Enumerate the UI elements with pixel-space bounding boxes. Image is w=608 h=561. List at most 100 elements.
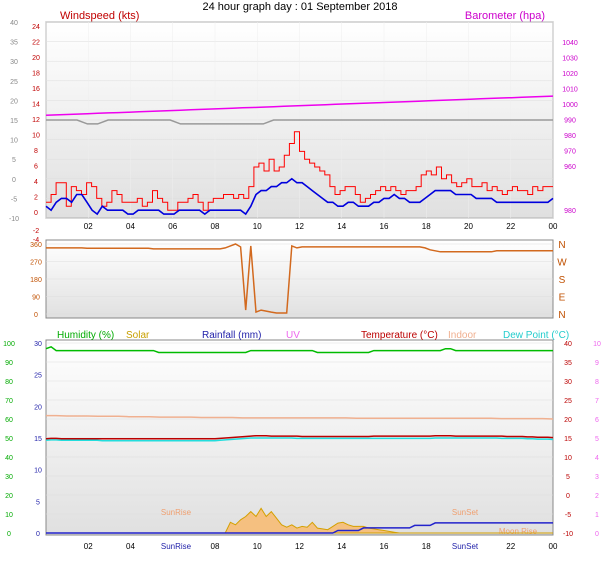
humidity-x-tick: 22	[506, 542, 515, 551]
direction-compass-tick: W	[557, 258, 567, 269]
direction-compass-tick: N	[558, 240, 565, 251]
uv-tick: 1	[595, 512, 599, 519]
direction-compass-tick: N	[558, 310, 565, 321]
rainfall-series	[46, 522, 553, 534]
wind-x-tick: 20	[464, 222, 473, 231]
sun-moon-annotation: SunSet	[452, 542, 479, 551]
temperature-tick: 15	[564, 436, 572, 443]
humidity-x-tick: 18	[422, 542, 431, 551]
humidity-tick: 70	[5, 398, 13, 405]
rain-tick: 15	[34, 436, 42, 443]
wind-outer-ticks: 40 35 30 25 20 15 10 5 0 -5 -10	[9, 20, 19, 223]
wind-inner-tick: 18	[32, 71, 40, 78]
sun-moon-annotations: SunRise SunSet Moon Rise SunRise SunSet	[161, 508, 538, 551]
humidity-x-tick: 16	[380, 542, 389, 551]
legend: Humidity (%) Solar Rainfall (mm) UV Temperat…	[57, 330, 569, 341]
barometer-tick: 970	[564, 149, 576, 156]
humidity-x-tick: 14	[337, 542, 346, 551]
wind-outer-tick: 25	[10, 79, 18, 86]
barometer-tick: 960	[564, 164, 576, 171]
wind-inner-tick: 0	[34, 210, 38, 217]
wind-outer-tick: 20	[10, 98, 18, 105]
direction-degree-tick: 360	[30, 242, 42, 249]
wind-inner-tick: 14	[32, 102, 40, 109]
direction-gridlines	[46, 243, 553, 315]
direction-compass-tick: S	[559, 275, 566, 286]
humidity-tick: 100	[3, 341, 15, 348]
humidity-x-tick: 02	[84, 542, 93, 551]
direction-compass-tick: E	[559, 293, 566, 304]
wind-outer-tick: 0	[12, 177, 16, 184]
rain-tick: 5	[36, 499, 40, 506]
humidity-x-tick: 04	[126, 542, 135, 551]
temperature-ticks: 40 35 30 25 20 15 10 5 0 -5 -10	[563, 341, 573, 538]
page-title: 24 hour graph day : 01 September 2018	[202, 1, 397, 13]
barometer-tick: 980	[564, 208, 576, 215]
humidity-x-tick: 12	[295, 542, 304, 551]
wind-inner-tick: 16	[32, 86, 40, 93]
wind-inner-tick: -4	[33, 237, 39, 244]
legend-item: Solar	[126, 330, 150, 341]
uv-tick: 5	[595, 436, 599, 443]
temperature-tick: 20	[564, 417, 572, 424]
temperature-tick: 35	[564, 360, 572, 367]
rain-tick: 30	[34, 341, 42, 348]
humidity-tick: 10	[5, 512, 13, 519]
wind-outer-tick: -5	[11, 196, 17, 203]
wind-inner-tick: 6	[34, 164, 38, 171]
wind-outer-tick: 5	[12, 157, 16, 164]
uv-tick: 0	[595, 531, 599, 538]
barometer-series	[45, 95, 554, 117]
humidity-x-tick: 10	[253, 542, 262, 551]
uv-tick: 8	[595, 379, 599, 386]
wind-inner-tick: 12	[32, 117, 40, 124]
sun-moon-annotation: SunRise	[161, 508, 192, 517]
humidity-tick: 20	[5, 493, 13, 500]
wind-x-tick: 00	[549, 222, 558, 231]
humidity-tick: 30	[5, 474, 13, 481]
direction-degree-ticks: 360 270 180 90 0	[30, 242, 42, 319]
wind-gust-series	[46, 131, 553, 211]
temperature-tick: 25	[564, 398, 572, 405]
wind-inner-tick: 2	[34, 195, 38, 202]
humidity-series	[45, 345, 553, 354]
wind-x-tick: 02	[84, 222, 93, 231]
legend-item: Rainfall (mm)	[202, 330, 261, 341]
humidity-x-ticks: 02 04 08 10 12 14 16 18 22 00	[84, 542, 558, 551]
rain-tick: 20	[34, 404, 42, 411]
wind-x-tick: 18	[422, 222, 431, 231]
humidity-tick: 40	[5, 455, 13, 462]
humidity-tick: 50	[5, 436, 13, 443]
wind-x-tick: 04	[126, 222, 135, 231]
wind-outer-tick: 15	[10, 118, 18, 125]
humidity-tick: 60	[5, 417, 13, 424]
wind-x-tick: 10	[253, 222, 262, 231]
temperature-tick: 40	[564, 341, 572, 348]
barometer-tick: 990	[564, 118, 576, 125]
barometer-label: Barometer (hpa)	[465, 10, 545, 22]
humidity-temp-panel: Humidity (%) Solar Rainfall (mm) UV Temperat…	[3, 330, 601, 551]
barometer-tick: 1020	[562, 71, 578, 78]
rain-ticks: 30 25 20 15 10 5 0	[34, 341, 42, 538]
wind-inner-tick: -2	[33, 228, 39, 235]
rain-tick: 0	[36, 531, 40, 538]
wind-speed-label: Windspeed (kts)	[60, 10, 139, 22]
uv-tick: 10	[593, 341, 601, 348]
wind-inner-tick: 8	[34, 148, 38, 155]
temperature-series	[45, 434, 554, 440]
humidity-tick: 80	[5, 379, 13, 386]
wind-panel: Windspeed (kts) Barometer (hpa) 40353025…	[9, 10, 578, 244]
direction-degree-tick: 180	[30, 277, 42, 284]
humidity-tick: 90	[5, 360, 13, 367]
wind-x-tick: 06	[168, 222, 177, 231]
uv-tick: 6	[595, 417, 599, 424]
wind-outer-tick: 30	[10, 59, 18, 66]
wind-inner-tick: 10	[32, 133, 40, 140]
barometer-tick: 980	[564, 133, 576, 140]
uv-tick: 4	[595, 455, 599, 462]
dew-point-series	[45, 437, 554, 442]
direction-degree-tick: 0	[34, 312, 38, 319]
